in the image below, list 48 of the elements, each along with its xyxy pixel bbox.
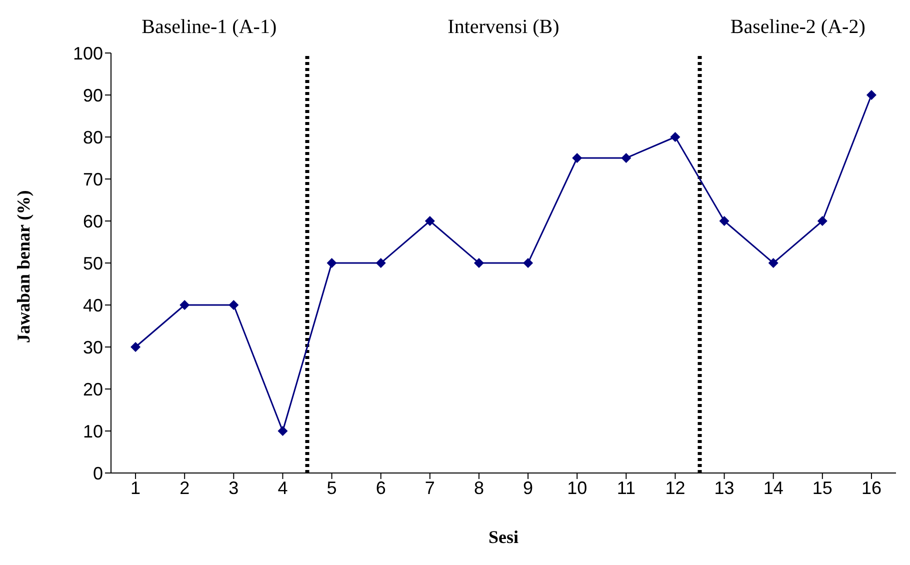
- point: [474, 258, 484, 268]
- point: [670, 132, 680, 142]
- text: Intervensi (B): [448, 16, 560, 39]
- point: [768, 258, 778, 268]
- x-tick-label: 5: [326, 478, 337, 498]
- x-tick-label: 4: [278, 478, 288, 498]
- x-tick-label: 9: [523, 478, 534, 498]
- y-tick-label: 30: [82, 337, 103, 358]
- point: [866, 90, 876, 100]
- y-axis-title: Jawaban benar (%): [13, 190, 34, 343]
- x-tick-label: 1: [130, 478, 141, 498]
- x-tick-label: 6: [376, 478, 386, 498]
- y-tick-label: 10: [82, 421, 103, 442]
- y-tick-label: 60: [82, 211, 103, 232]
- point: [130, 342, 141, 352]
- x-tick-label: 7: [424, 478, 435, 498]
- y-tick-label: 100: [72, 43, 103, 64]
- point: [376, 258, 386, 268]
- point: [572, 153, 582, 163]
- text: Baseline-2 (A-2): [730, 16, 866, 39]
- x-tick-label: 12: [665, 478, 686, 498]
- point: [228, 300, 239, 310]
- point: [523, 258, 534, 268]
- point: [180, 300, 190, 310]
- point: [424, 216, 435, 226]
- point: [621, 153, 632, 163]
- point: [326, 258, 337, 268]
- x-tick-label: 14: [763, 478, 784, 498]
- text: Baseline-1 (A-1): [142, 16, 277, 39]
- x-tick-label: 11: [616, 478, 636, 498]
- y-tick-label: 70: [82, 169, 103, 190]
- x-tick-label: 13: [714, 478, 734, 498]
- x-axis-title: Sesi: [488, 527, 519, 547]
- x-tick-label: 10: [567, 478, 588, 498]
- y-tick-label: 80: [82, 127, 103, 148]
- x-tick-label: 8: [474, 478, 484, 498]
- point: [278, 426, 288, 436]
- point: [817, 216, 828, 226]
- x-tick-label: 2: [180, 478, 190, 498]
- y-tick-label: 0: [92, 463, 103, 484]
- x-tick-label: 16: [861, 478, 882, 498]
- x-tick-label: 15: [812, 478, 832, 498]
- y-tick-label: 50: [82, 253, 103, 274]
- y-tick-label: 90: [82, 85, 103, 106]
- y-tick-label: 20: [82, 379, 103, 400]
- y-tick-label: 40: [82, 295, 103, 316]
- x-tick-label: 3: [228, 478, 239, 498]
- point: [719, 216, 730, 226]
